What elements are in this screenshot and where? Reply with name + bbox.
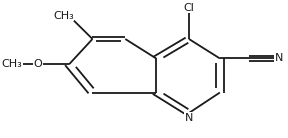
Text: N: N	[185, 113, 193, 123]
Text: Cl: Cl	[183, 3, 194, 13]
Text: N: N	[275, 53, 283, 63]
Text: CH₃: CH₃	[53, 10, 74, 21]
Text: O: O	[34, 59, 43, 69]
Text: CH₃: CH₃	[1, 59, 22, 69]
